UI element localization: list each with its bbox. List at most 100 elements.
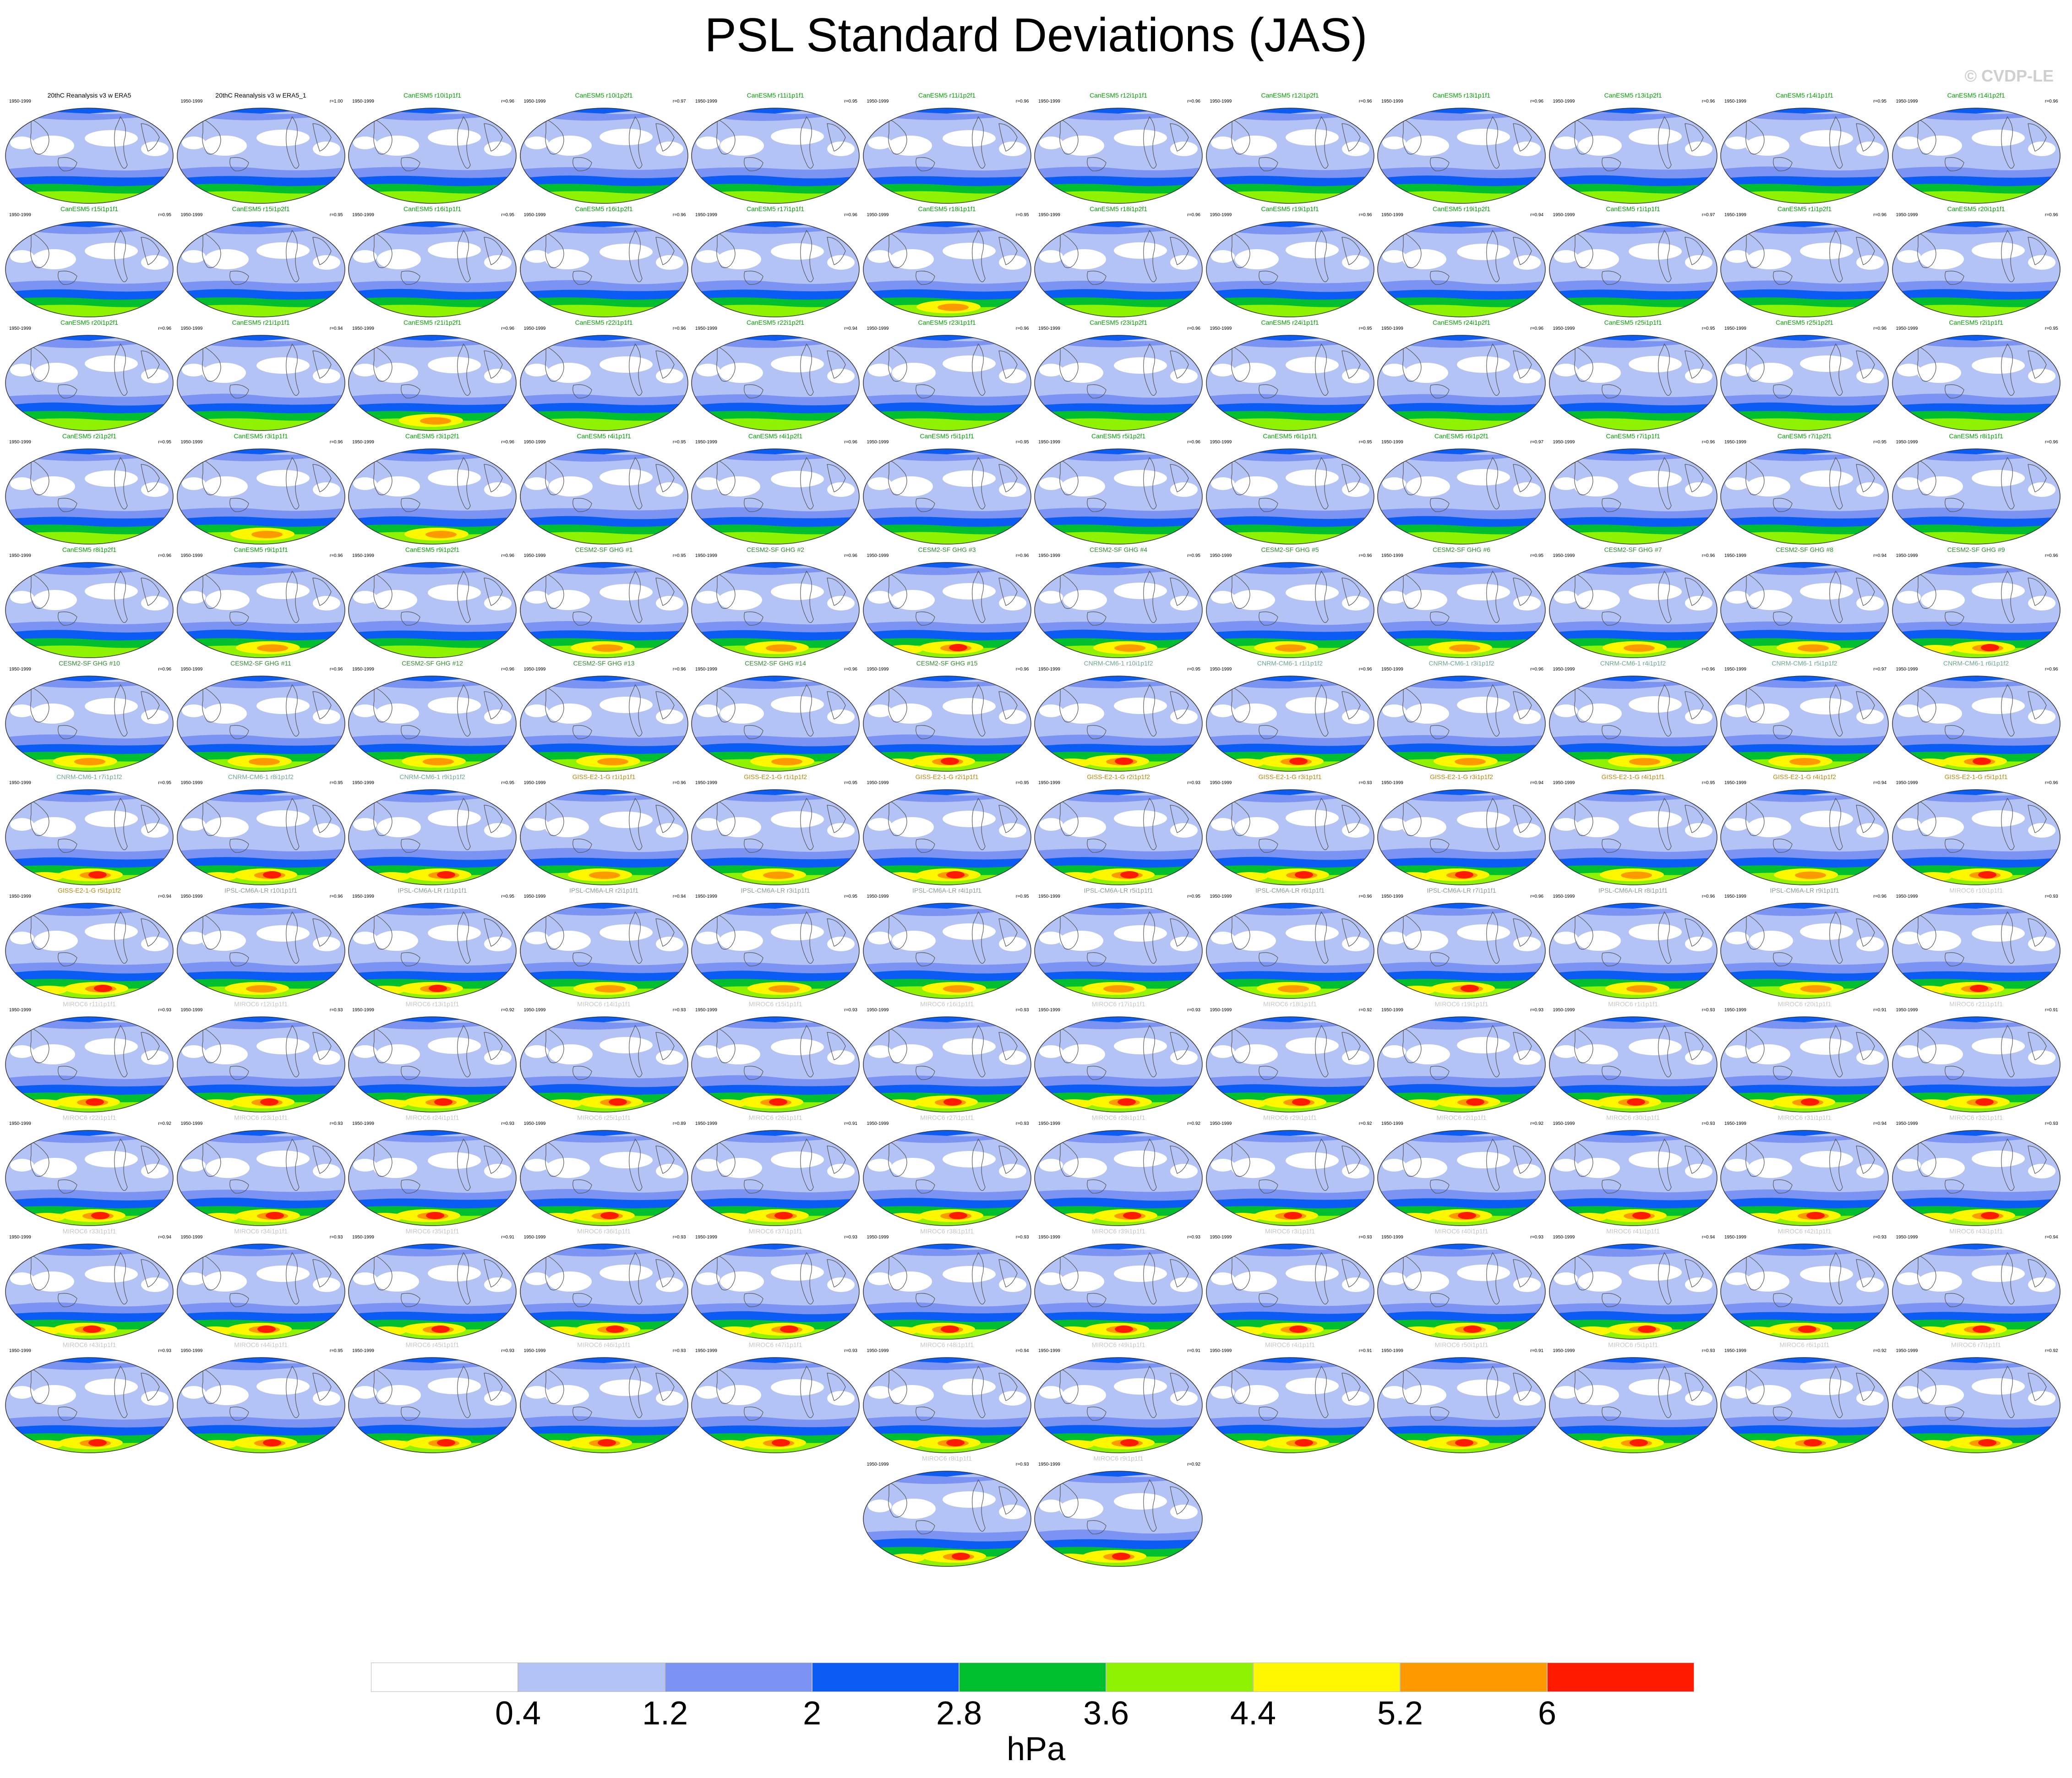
panel-title: CanESM5 r14i1p1f1	[1775, 92, 1834, 99]
map-panel: CanESM5 r10i1p2f1 1950-1999 r=0.97	[518, 92, 690, 206]
map-panel: MIROC6 r43i1p1f1 1950-1999 r=0.94	[1891, 1227, 2062, 1342]
map-panel: CanESM5 r14i1p1f1 1950-1999 r=0.95	[1719, 92, 1890, 206]
panel-title: IPSL-CM6A-LR r2i1p1f1	[569, 887, 638, 894]
panel-correlation: r=0.91	[1530, 1348, 1543, 1353]
panel-title: CESM2-SF GHG #15	[916, 660, 978, 667]
map-panel: CanESM5 r5i1p1f1 1950-1999 r=0.95	[862, 432, 1033, 547]
panel-title: GISS-E2-1-G r5i1p1f2	[58, 887, 121, 894]
panel-title: MIROC6 r34i1p1f1	[234, 1227, 288, 1235]
map-panel: CNRM-CM6-1 r6i1p1f2 1950-1999 r=0.96	[1891, 660, 2062, 774]
panel-correlation: r=0.96	[1701, 440, 1715, 445]
map-panel: IPSL-CM6A-LR r10i1p1f1 1950-1999 r=0.96	[175, 887, 347, 1001]
panel-years: 1950-1999	[9, 894, 31, 899]
panel-years: 1950-1999	[180, 99, 203, 104]
panel-correlation: r=0.92	[1530, 1121, 1543, 1126]
panel-years: 1950-1999	[1896, 667, 1918, 672]
panel-correlation: r=0.95	[1530, 553, 1543, 558]
panel-years: 1950-1999	[1038, 780, 1060, 785]
map-panel: MIROC6 r49i1p1f1 1950-1999 r=0.91	[1033, 1341, 1204, 1456]
map-panel: MIROC6 r31i1p1f1 1950-1999 r=0.94	[1719, 1114, 1890, 1228]
panel-years: 1950-1999	[695, 1235, 717, 1240]
panel-title: MIROC6 r17i1p1f1	[1091, 1000, 1145, 1008]
map-panel: GISS-E2-1-G r3i1p1f1 1950-1999 r=0.93	[1205, 773, 1376, 888]
panel-years: 1950-1999	[867, 1462, 889, 1467]
panel-years: 1950-1999	[1038, 894, 1060, 899]
map-panel: CESM2-SF GHG #4 1950-1999 r=0.95	[1033, 546, 1204, 660]
panel-title: MIROC6 r41i1p1f1	[1606, 1227, 1660, 1235]
panel-years: 1950-1999	[352, 213, 374, 218]
panel-years: 1950-1999	[1038, 1008, 1060, 1013]
panel-title: CNRM-CM6-1 r3i1p1f2	[1429, 660, 1494, 667]
panel-title: CanESM5 r7i1p1f1	[1606, 432, 1660, 440]
panel-correlation: r=0.93	[844, 1348, 857, 1353]
map-panel: MIROC6 r12i1p1f1 1950-1999 r=0.93	[175, 1000, 347, 1115]
panel-title: MIROC6 r28i1p1f1	[1091, 1114, 1145, 1121]
panel-title: CNRM-CM6-1 r1i1p1f2	[1257, 660, 1323, 667]
panel-correlation: r=0.95	[1187, 894, 1200, 899]
panel-title: CanESM5 r19i1p1f1	[1261, 205, 1319, 213]
map-panel: GISS-E2-1-G r3i1p1f2 1950-1999 r=0.94	[1376, 773, 1547, 888]
panel-years: 1950-1999	[1553, 99, 1575, 104]
panel-correlation: r=0.93	[329, 1235, 343, 1240]
panel-years: 1950-1999	[523, 1008, 546, 1013]
map-panel: MIROC6 r11i1p1f1 1950-1999 r=0.93	[4, 1000, 175, 1115]
map-panel: GISS-E2-1-G r5i1p1f1 1950-1999 r=0.96	[1891, 773, 2062, 888]
panel-title: CanESM5 r18i1p2f1	[1089, 205, 1148, 213]
panel-years: 1950-1999	[867, 326, 889, 331]
panel-title: MIROC6 r12i1p1f1	[234, 1000, 288, 1008]
panel-title: CanESM5 r19i1p2f1	[1432, 205, 1491, 213]
panel-correlation: r=0.93	[1358, 780, 1372, 785]
panel-title: CESM2-SF GHG #14	[745, 660, 806, 667]
panel-years: 1950-1999	[867, 553, 889, 558]
page-title: PSL Standard Deviations (JAS)	[704, 9, 1368, 62]
panel-title: MIROC6 r10i1p1f1	[1949, 887, 2003, 894]
panel-title: MIROC6 r46i1p1f1	[577, 1341, 631, 1348]
map-panel: MIROC6 r25i1p1f1 1950-1999 r=0.89	[518, 1114, 690, 1228]
panel-title: CanESM5 r1i1p2f1	[1777, 205, 1832, 213]
panel-correlation: r=0.96	[2045, 553, 2058, 558]
panel-correlation: r=0.94	[2045, 1235, 2058, 1240]
panel-title: CanESM5 r23i1p2f1	[1089, 319, 1148, 326]
panel-correlation: r=0.93	[1701, 1121, 1715, 1126]
panel-correlation: r=0.95	[329, 213, 343, 218]
panel-title: CanESM5 r24i1p1f1	[1261, 319, 1319, 326]
panel-correlation: r=0.96	[844, 667, 857, 672]
panel-years: 1950-1999	[1724, 440, 1746, 445]
panel-correlation: r=0.96	[329, 553, 343, 558]
panel-title: MIROC6 r25i1p1f1	[577, 1114, 631, 1121]
map-panel: CanESM5 r1i1p1f1 1950-1999 r=0.97	[1548, 205, 1719, 320]
panel-years: 1950-1999	[1896, 1121, 1918, 1126]
panel-correlation: r=0.96	[672, 213, 686, 218]
panel-years: 1950-1999	[1724, 326, 1746, 331]
panel-years: 1950-1999	[1553, 326, 1575, 331]
panel-years: 1950-1999	[695, 326, 717, 331]
panel-title: CanESM5 r13i1p1f1	[1432, 92, 1491, 99]
panel-title: CESM2-SF GHG #7	[1604, 546, 1662, 553]
map-panel: MIROC6 r38i1p1f1 1950-1999 r=0.93	[862, 1227, 1033, 1342]
map-panel: MIROC6 r2i1p1f1 1950-1999 r=0.92	[1376, 1114, 1547, 1228]
panel-correlation: r=0.96	[1530, 99, 1543, 104]
panel-title: CanESM5 r18i1p1f1	[918, 205, 976, 213]
panel-years: 1950-1999	[1553, 780, 1575, 785]
map-panel: CanESM5 r23i1p2f1 1950-1999 r=0.96	[1033, 319, 1204, 433]
map-panel: MIROC6 r29i1p1f1 1950-1999 r=0.92	[1205, 1114, 1376, 1228]
panel-title: CanESM5 r20i1p2f1	[60, 319, 119, 326]
panel-years: 1950-1999	[1553, 553, 1575, 558]
panel-years: 1950-1999	[352, 1235, 374, 1240]
panel-title: MIROC6 r22i1p1f1	[62, 1114, 116, 1121]
map-panel: CanESM5 r11i1p1f1 1950-1999 r=0.95	[690, 92, 861, 206]
panel-correlation: r=0.93	[672, 1348, 686, 1353]
panel-correlation: r=0.96	[1701, 99, 1715, 104]
panel-years: 1950-1999	[523, 780, 546, 785]
panel-title: MIROC6 r5i1p1f1	[1608, 1341, 1658, 1348]
panel-title: MIROC6 r43i1p1f1	[1949, 1227, 2003, 1235]
map-panel: CNRM-CM6-1 r5i1p1f2 1950-1999 r=0.97	[1719, 660, 1890, 774]
panel-correlation: r=0.96	[158, 553, 171, 558]
panel-years: 1950-1999	[352, 440, 374, 445]
panel-correlation: r=0.94	[1873, 553, 1887, 558]
map-panel: CanESM5 r15i1p1f1 1950-1999 r=0.95	[4, 205, 175, 320]
panel-title: CESM2-SF GHG #11	[230, 660, 291, 667]
panel-title: MIROC6 r11i1p1f1	[63, 1000, 116, 1008]
map-panel: CanESM5 r2i1p2f1 1950-1999 r=0.95	[4, 432, 175, 547]
map-panel: MIROC6 r10i1p1f1 1950-1999 r=0.93	[1891, 887, 2062, 1001]
